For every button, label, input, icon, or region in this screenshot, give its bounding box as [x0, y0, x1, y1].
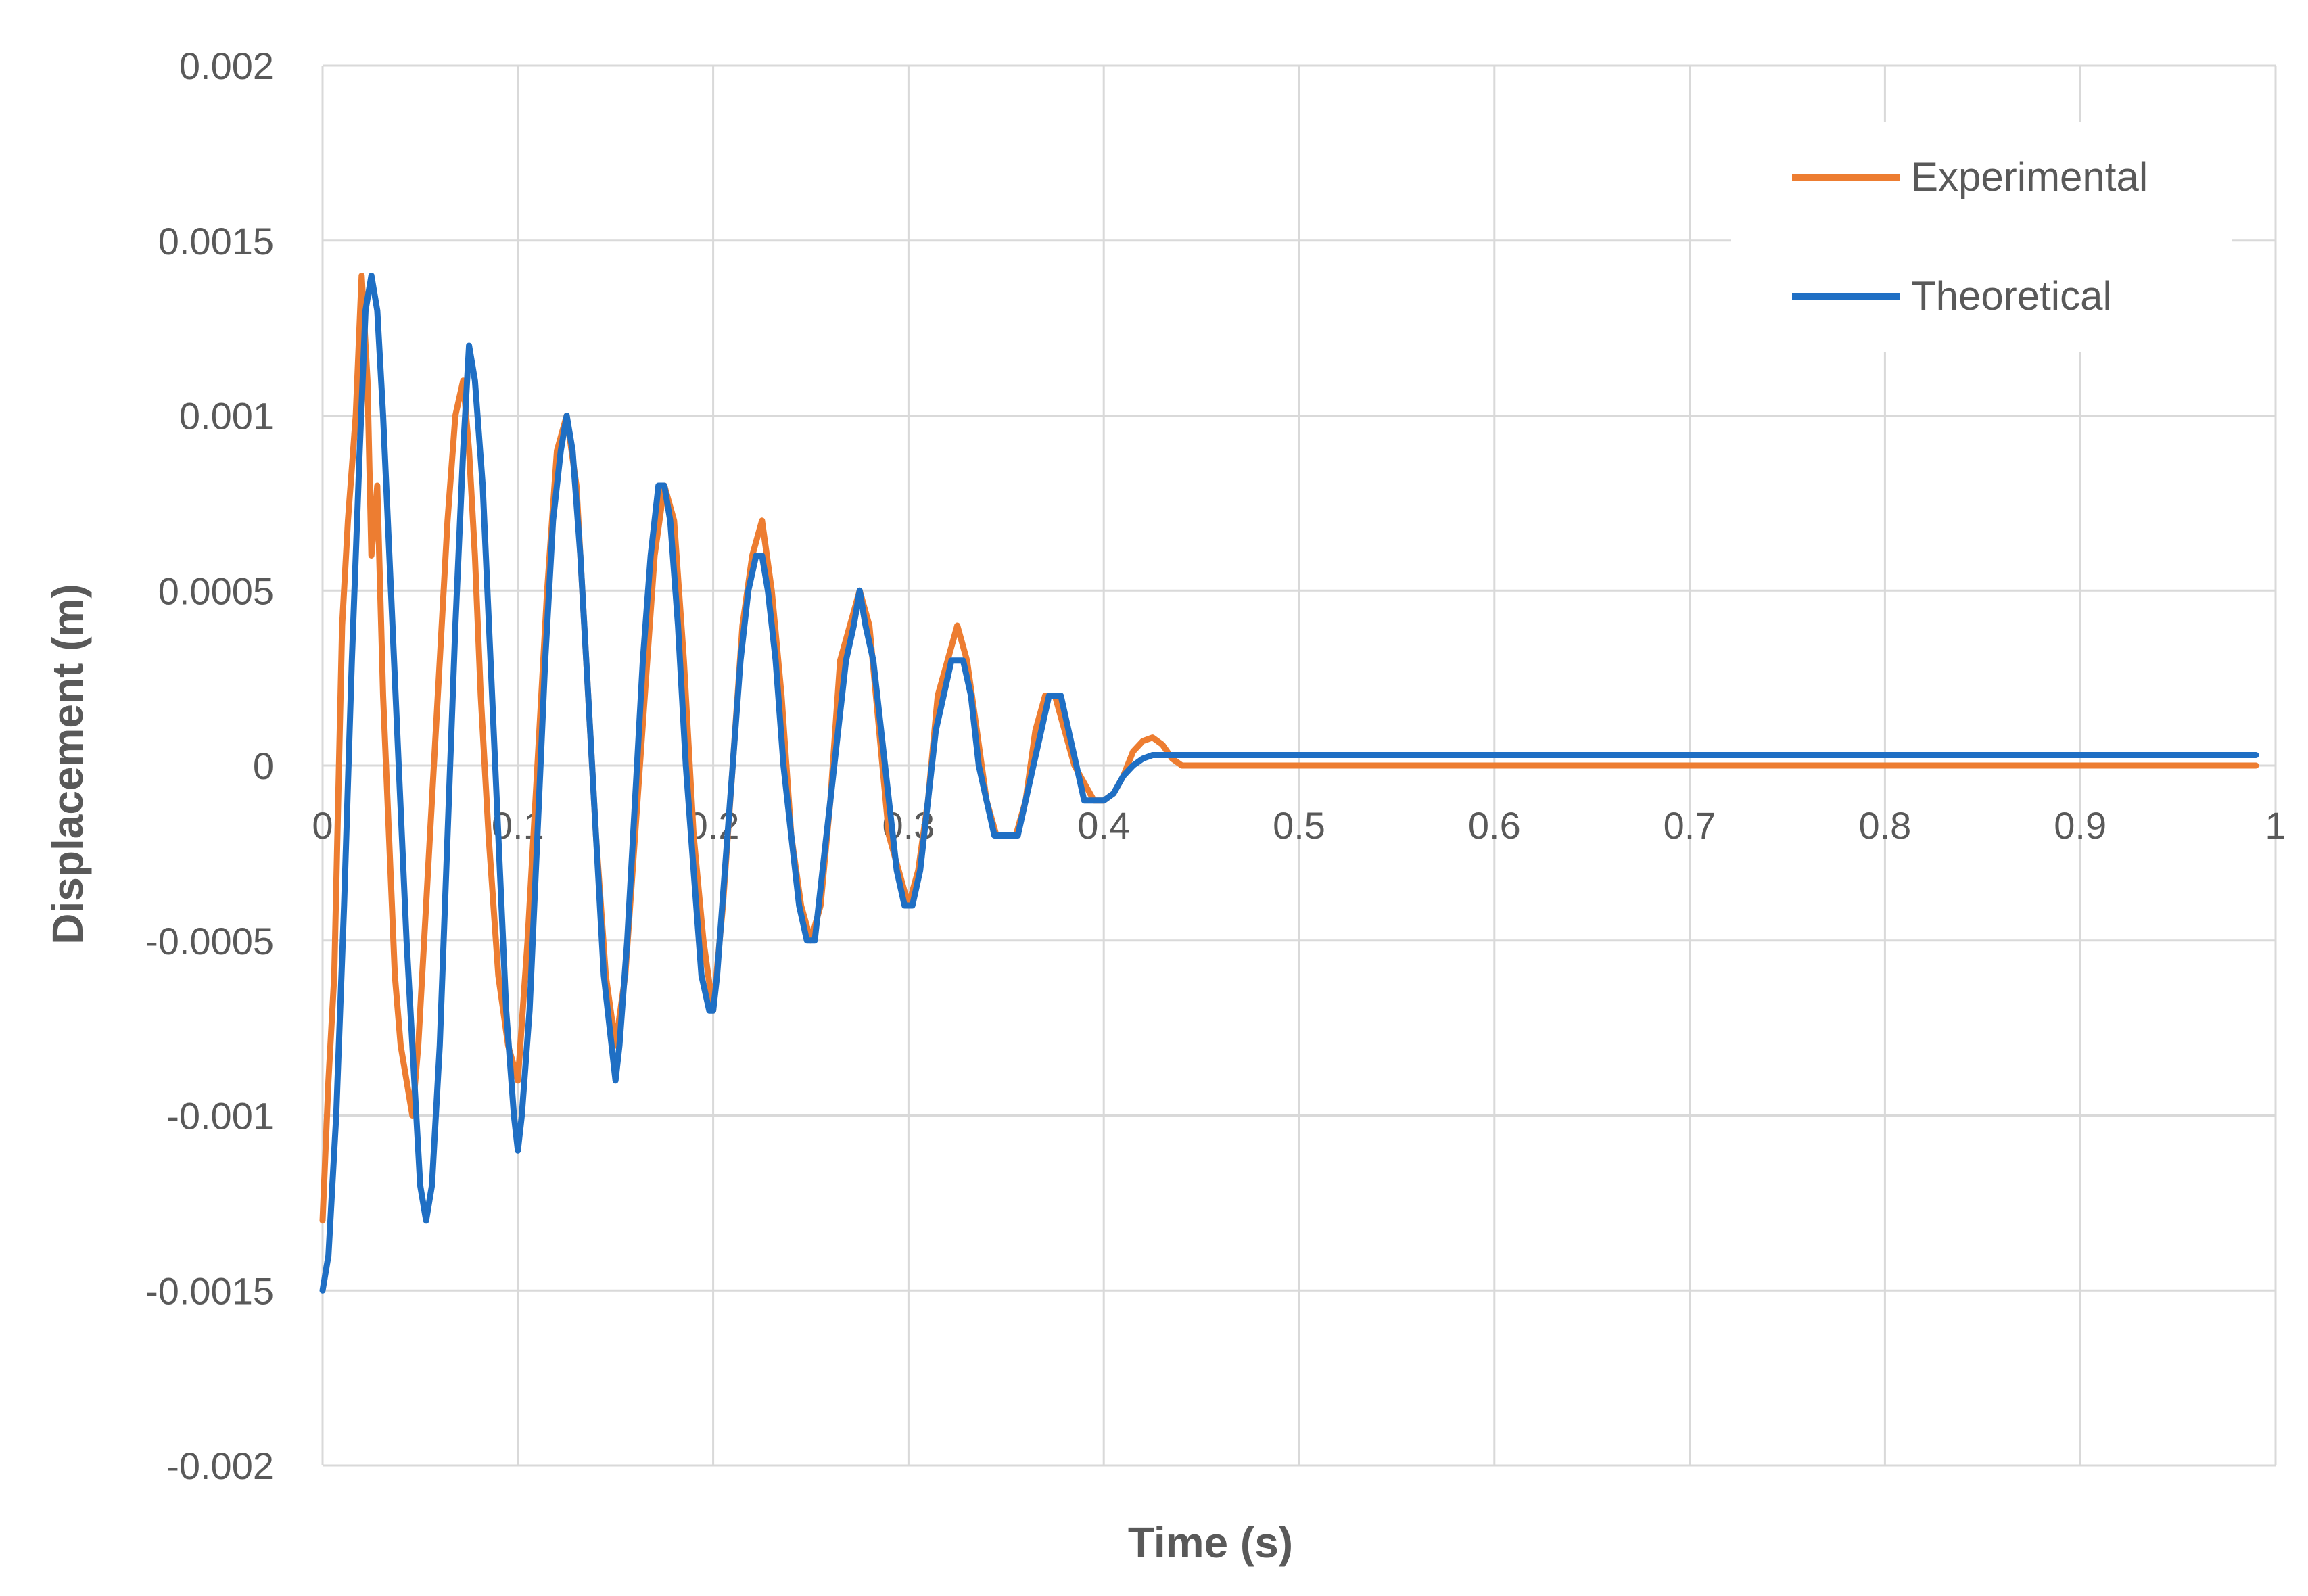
series-line-theoretical — [319, 273, 2259, 1294]
x-axis-title: Time (s) — [1128, 1518, 1293, 1567]
y-tick-label: -0.0005 — [145, 920, 274, 962]
y-tick-label: -0.001 — [166, 1095, 274, 1137]
x-tick-label: 0 — [312, 804, 333, 847]
x-tick-label: 0.6 — [1468, 804, 1521, 847]
legend-label-theoretical: Theoretical — [1911, 273, 2112, 319]
legend: Experimental Theoretical — [1731, 122, 2232, 352]
series-lines — [319, 273, 2259, 1294]
legend-label-experimental: Experimental — [1911, 154, 2148, 200]
y-tick-label: 0 — [253, 745, 274, 787]
y-tick-label: 0.001 — [179, 395, 274, 438]
y-tick-labels: -0.002 -0.0015 -0.001 -0.0005 0 0.0005 0.001 0.… — [145, 45, 274, 1487]
y-tick-label: 0.0015 — [158, 220, 274, 262]
y-tick-label: -0.0015 — [145, 1269, 274, 1312]
x-tick-label: 0.8 — [1858, 804, 1911, 847]
x-tick-label: 0.4 — [1077, 804, 1130, 847]
x-tick-label: 0.9 — [2054, 804, 2106, 847]
x-tick-label: 1 — [2265, 804, 2286, 847]
legend-background — [1731, 122, 2232, 352]
y-tick-label: -0.002 — [166, 1445, 274, 1487]
x-tick-label: 0.7 — [1664, 804, 1716, 847]
y-tick-label: 0.002 — [179, 45, 274, 87]
y-tick-label: 0.0005 — [158, 569, 274, 612]
y-axis-title: Displacement (m) — [43, 584, 92, 944]
x-tick-label: 0.5 — [1273, 804, 1325, 847]
